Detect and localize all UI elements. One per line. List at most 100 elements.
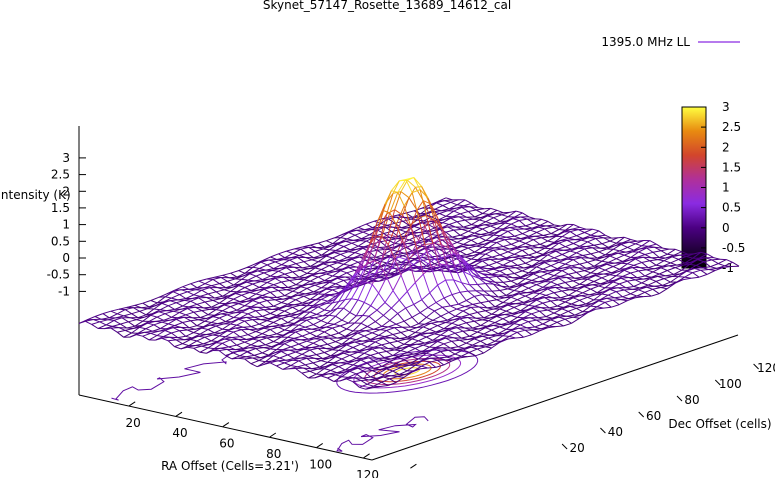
- surface-segment: [204, 301, 212, 308]
- surface-segment: [344, 364, 354, 371]
- surface-segment: [622, 272, 631, 277]
- surface-segment: [112, 323, 121, 327]
- surface-segment: [316, 295, 324, 300]
- surface-segment: [375, 379, 382, 383]
- surface-segment: [582, 272, 592, 278]
- surface-segment: [454, 349, 464, 355]
- surface-segment: [281, 318, 289, 324]
- surface-segment: [233, 352, 241, 357]
- surface-segment: [306, 357, 314, 364]
- surface-segment: [565, 243, 574, 248]
- surface-segment: [504, 222, 512, 225]
- surface-segment: [195, 289, 202, 291]
- surface-segment: [619, 250, 626, 253]
- surface-segment: [394, 243, 402, 245]
- surface-segment: [654, 246, 662, 252]
- surface-segment: [397, 231, 407, 237]
- surface-segment: [435, 364, 444, 368]
- surface-segment: [554, 224, 561, 227]
- surface-segment: [577, 305, 585, 307]
- surface-segment: [464, 256, 472, 260]
- surface-segment: [506, 218, 513, 222]
- surface-segment: [608, 294, 615, 299]
- surface-segment: [217, 304, 225, 308]
- surface-segment: [513, 306, 521, 312]
- surface-segment: [407, 351, 414, 355]
- surface-segment: [233, 349, 242, 354]
- surface-segment: [347, 373, 357, 378]
- surface-segment: [379, 368, 387, 371]
- surface-segment: [225, 336, 232, 338]
- surface-segment: [263, 327, 271, 330]
- surface-segment: [445, 279, 453, 295]
- surface-segment: [349, 370, 357, 375]
- surface-segment: [442, 222, 450, 225]
- surface-segment: [426, 316, 434, 321]
- surface-segment: [225, 302, 233, 305]
- surface-segment: [488, 277, 496, 283]
- surface-segment: [603, 273, 610, 276]
- surface-segment: [212, 299, 220, 304]
- surface-segment: [474, 264, 481, 268]
- surface-segment: [377, 229, 384, 234]
- surface-segment: [375, 315, 384, 322]
- surface-segment: [248, 279, 255, 282]
- surface-segment: [479, 236, 486, 241]
- surface-segment: [446, 332, 456, 337]
- surface-segment: [231, 357, 239, 360]
- surface-segment: [541, 254, 548, 257]
- surface-segment: [244, 300, 254, 307]
- surface-segment: [582, 288, 591, 294]
- surface-segment: [260, 355, 268, 359]
- surface-segment: [399, 229, 407, 233]
- surface-segment: [440, 349, 449, 353]
- surface-segment: [373, 365, 382, 369]
- surface-segment: [461, 246, 469, 249]
- surface-segment: [290, 328, 298, 332]
- surface-segment: [517, 225, 526, 228]
- surface-segment: [510, 330, 518, 333]
- surface-segment: [355, 352, 365, 359]
- surface-segment: [343, 258, 352, 265]
- surface-segment: [502, 281, 510, 288]
- surface-segment: [133, 326, 140, 329]
- surface-segment: [530, 282, 537, 286]
- surface-segment: [488, 275, 497, 279]
- surface-segment: [446, 353, 456, 358]
- surface-segment: [187, 291, 195, 296]
- surface-segment: [327, 356, 336, 363]
- surface-segment: [263, 362, 271, 365]
- surface-segment: [561, 250, 571, 255]
- surface-segment: [557, 263, 566, 270]
- surface-segment: [427, 366, 436, 369]
- surface-segment: [247, 313, 255, 318]
- surface-segment: [361, 234, 370, 240]
- surface-segment: [262, 352, 269, 356]
- surface-segment: [278, 309, 285, 312]
- surface-segment: [235, 293, 242, 296]
- surface-segment: [282, 276, 290, 281]
- surface-segment: [711, 259, 719, 265]
- surface-segment: [614, 243, 622, 247]
- surface-segment: [259, 300, 268, 304]
- surface-segment: [522, 229, 531, 235]
- surface-segment: [510, 243, 518, 248]
- surface-segment: [507, 228, 517, 232]
- surface-segment: [332, 270, 341, 277]
- surface-segment: [449, 241, 458, 256]
- surface-segment: [270, 290, 279, 293]
- surface-segment: [447, 319, 454, 321]
- y-tick-mark: [600, 427, 606, 434]
- surface-segment: [290, 277, 298, 280]
- surface-segment: [332, 349, 339, 351]
- surface-segment: [424, 357, 432, 360]
- surface-segment: [309, 306, 319, 313]
- surface-segment: [670, 258, 679, 264]
- surface-segment: [373, 258, 383, 262]
- surface-segment: [273, 341, 280, 344]
- surface-segment: [365, 348, 373, 351]
- surface-segment: [378, 352, 386, 359]
- surface-segment: [284, 253, 294, 259]
- surface-segment: [303, 295, 311, 300]
- surface-segment: [463, 226, 470, 229]
